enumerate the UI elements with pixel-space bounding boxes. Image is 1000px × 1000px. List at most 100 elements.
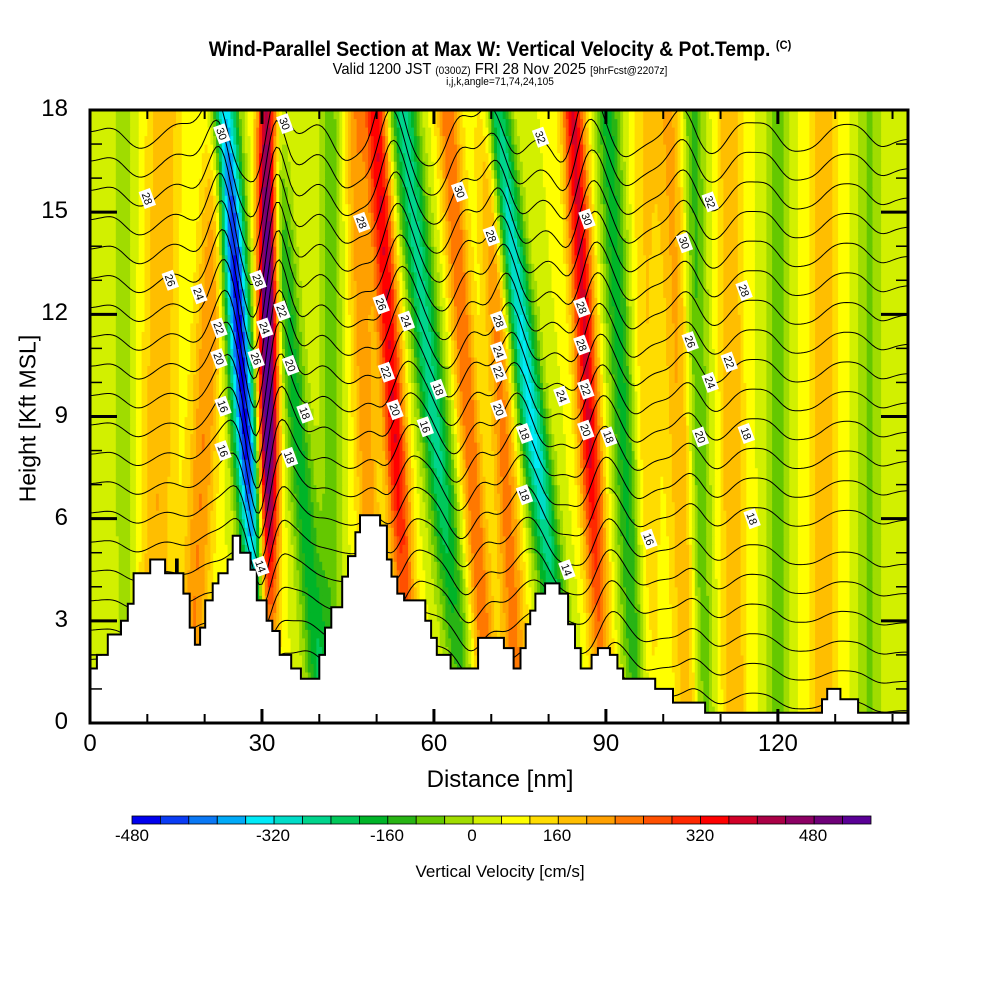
field-cell — [517, 620, 521, 630]
field-cell — [754, 620, 759, 630]
field-cell — [646, 646, 650, 656]
field-cell — [620, 629, 624, 639]
field-cell — [895, 680, 899, 690]
field-cell — [792, 629, 796, 639]
field-cell — [313, 663, 318, 673]
field-cell — [823, 629, 828, 639]
field-cell — [886, 620, 891, 630]
field-cell — [307, 612, 312, 622]
field-cell — [723, 680, 727, 690]
field-cell — [760, 706, 765, 716]
field-cell — [628, 620, 633, 630]
field-cell — [666, 620, 670, 630]
field-cell — [620, 620, 624, 630]
field-cell — [451, 620, 455, 630]
field-cell — [307, 663, 312, 673]
field-cell — [574, 637, 578, 647]
field-cell — [729, 654, 733, 664]
field-cell — [780, 680, 785, 690]
field-cell — [772, 620, 776, 630]
field-cell — [462, 646, 467, 656]
field-cell — [863, 654, 868, 664]
field-cell — [296, 637, 300, 647]
field-cell — [488, 629, 492, 639]
field-cell — [468, 629, 472, 639]
field-cell — [628, 629, 633, 639]
field-cell — [797, 671, 802, 681]
field-cell — [626, 663, 630, 673]
field-cell — [643, 629, 647, 639]
field-cell — [651, 671, 656, 681]
field-cell — [846, 620, 851, 630]
field-cell — [691, 663, 696, 673]
field-cell — [663, 620, 667, 630]
field-cell — [714, 706, 719, 716]
field-cell — [775, 688, 779, 698]
field-cell — [823, 663, 828, 673]
field-cell — [823, 620, 828, 630]
field-cell — [886, 637, 891, 647]
field-cell — [881, 654, 885, 664]
field-cell — [886, 697, 891, 707]
field-cell — [669, 629, 673, 639]
field-cell — [777, 671, 782, 681]
field-cell — [754, 654, 759, 664]
field-cell — [677, 637, 682, 647]
field-cell — [714, 663, 719, 673]
field-cell — [792, 637, 796, 647]
field-cell — [898, 688, 902, 698]
field-cell — [720, 706, 725, 716]
field-cell — [657, 671, 661, 681]
field-cell — [293, 654, 297, 664]
field-cell — [502, 629, 507, 639]
field-cell — [904, 671, 908, 681]
field-cell — [895, 654, 899, 664]
field-cell — [780, 688, 785, 698]
field-cell — [849, 688, 853, 698]
field-cell — [660, 637, 664, 647]
field-cell — [648, 629, 653, 639]
field-cell — [697, 663, 702, 673]
field-cell — [866, 629, 871, 639]
field-cell — [792, 688, 796, 698]
field-cell — [826, 620, 831, 630]
field-cell — [769, 654, 773, 664]
field-cell — [886, 706, 891, 716]
field-cell — [883, 688, 888, 698]
field-cell — [634, 654, 639, 664]
field-cell — [809, 706, 813, 716]
field-cell — [190, 620, 194, 630]
field-cell — [327, 620, 332, 630]
field-cell — [901, 654, 905, 664]
field-cell — [471, 637, 475, 647]
field-cell — [800, 680, 805, 690]
field-cell — [666, 637, 670, 647]
field-cell — [878, 706, 882, 716]
field-cell — [631, 663, 636, 673]
field-cell — [124, 612, 128, 622]
field-cell — [519, 629, 524, 639]
field-cell — [786, 654, 790, 664]
field-cell — [505, 637, 510, 647]
field-cell — [760, 629, 765, 639]
field-cell — [892, 620, 896, 630]
field-cell — [640, 629, 644, 639]
field-cell — [800, 688, 805, 698]
field-cell — [585, 620, 590, 630]
field-cell — [706, 629, 710, 639]
field-cell — [740, 646, 745, 656]
field-cell — [637, 637, 641, 647]
field-cell — [743, 637, 747, 647]
field-cell — [646, 620, 650, 630]
field-cell — [706, 637, 710, 647]
field-cell — [737, 654, 742, 664]
field-cell — [580, 637, 584, 647]
field-cell — [669, 680, 673, 690]
field-cell — [663, 646, 667, 656]
field-cell — [585, 654, 590, 664]
field-cell — [677, 654, 682, 664]
field-cell — [677, 646, 682, 656]
field-cell — [634, 629, 639, 639]
field-cell — [749, 680, 753, 690]
field-cell — [674, 646, 679, 656]
